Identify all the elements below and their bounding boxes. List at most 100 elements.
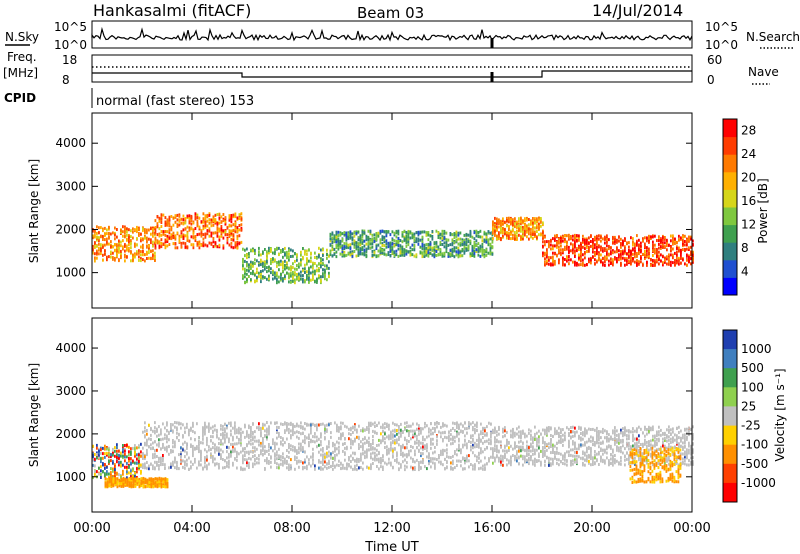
heatmap-cell (351, 254, 354, 258)
heatmap-cell (590, 258, 592, 262)
heatmap-cell (586, 239, 588, 243)
heatmap-cell (370, 447, 372, 451)
heatmap-cell (164, 463, 166, 467)
heatmap-cell (393, 231, 396, 235)
heatmap-cell (316, 264, 318, 268)
heatmap-cell (220, 441, 222, 445)
heatmap-cell (106, 232, 108, 236)
heatmap-cell (114, 463, 116, 467)
heatmap-cell (489, 246, 492, 250)
heatmap-cell (222, 450, 224, 454)
heatmap-cell (154, 421, 156, 425)
heatmap-cell (102, 470, 104, 474)
heatmap-cell (646, 236, 648, 240)
heatmap-cell (399, 253, 402, 257)
heatmap-cell (278, 447, 280, 451)
heatmap-cell (168, 452, 170, 456)
heatmap-cell (658, 235, 660, 239)
heatmap-cell (246, 272, 248, 276)
heatmap-cell (278, 426, 280, 429)
heatmap-cell (220, 225, 223, 228)
heatmap-cell (284, 246, 286, 250)
heatmap-cell (423, 255, 426, 258)
heatmap-cell (122, 448, 124, 452)
heatmap-cell (122, 450, 124, 454)
heatmap-cell (142, 227, 144, 231)
heatmap-cell (449, 233, 452, 237)
heatmap-cell (473, 249, 476, 253)
heatmap-cell (572, 248, 574, 252)
heatmap-cell (320, 432, 322, 436)
heatmap-cell (144, 477, 147, 481)
heatmap-cell (236, 243, 239, 246)
heatmap-cell (288, 272, 290, 276)
heatmap-cell (542, 221, 544, 225)
heatmap-cell (381, 249, 384, 252)
heatmap-cell (150, 241, 152, 245)
heatmap-cell (272, 257, 274, 261)
heatmap-cell (433, 248, 436, 252)
heatmap-cell (492, 228, 494, 232)
heatmap-cell (220, 424, 222, 428)
heatmap-cell (552, 258, 554, 262)
heatmap-cell (322, 262, 324, 265)
heatmap-cell (312, 422, 314, 426)
heatmap-cell (202, 224, 205, 228)
heatmap-cell (320, 440, 322, 444)
heatmap-cell (126, 470, 128, 474)
heatmap-cell (351, 242, 354, 246)
heatmap-cell (300, 263, 302, 267)
heatmap-cell (212, 223, 215, 227)
heatmap-cell (485, 250, 488, 254)
heatmap-cell (218, 216, 221, 220)
heatmap-cell (306, 262, 308, 266)
heatmap-cell (337, 240, 340, 244)
heatmap-cell (248, 252, 250, 255)
heatmap-cell (471, 246, 474, 250)
heatmap-cell (634, 246, 636, 250)
heatmap-cell (218, 466, 220, 470)
heatmap-cell (684, 248, 686, 252)
heatmap-cell (142, 466, 144, 469)
heatmap-cell (236, 455, 238, 459)
heatmap-cell (332, 467, 334, 471)
heatmap-cell (534, 221, 536, 225)
heatmap-cell (230, 231, 233, 235)
heatmap-cell (252, 442, 254, 446)
heatmap-cell (126, 480, 129, 484)
heatmap-cell (604, 237, 606, 241)
heatmap-cell (276, 281, 278, 285)
heatmap-cell (338, 426, 340, 430)
heatmap-cell (558, 245, 560, 249)
heatmap-cell (128, 234, 130, 238)
heatmap-cell (318, 262, 320, 266)
heatmap-cell (530, 220, 532, 224)
nsky-label: N.Sky (5, 30, 39, 44)
heatmap-cell (158, 232, 161, 236)
colorbar-swatch (723, 189, 737, 208)
heatmap-cell (124, 231, 126, 235)
heatmap-cell (405, 231, 408, 234)
heatmap-cell (314, 424, 316, 428)
heatmap-cell (228, 223, 231, 227)
heatmap-cell (308, 433, 310, 437)
heatmap-cell (644, 242, 646, 246)
heatmap-cell (142, 463, 144, 467)
heatmap-cell (268, 269, 270, 273)
heatmap-cell (252, 462, 254, 466)
heatmap-cell (244, 447, 246, 450)
heatmap-cell (118, 461, 120, 465)
heatmap-cell (682, 235, 684, 239)
heatmap-cell (546, 248, 548, 252)
heatmap-cell (270, 456, 272, 460)
heatmap-cell (192, 451, 194, 455)
heatmap-cell (200, 234, 203, 238)
heatmap-cell (254, 435, 256, 439)
heatmap-cell (184, 430, 186, 434)
heatmap-cell (532, 228, 534, 232)
heatmap-cell (608, 252, 610, 256)
heatmap-cell (461, 254, 464, 258)
heatmap-cell (214, 424, 216, 428)
heatmap-cell (335, 230, 338, 234)
heatmap-cell (614, 241, 616, 245)
